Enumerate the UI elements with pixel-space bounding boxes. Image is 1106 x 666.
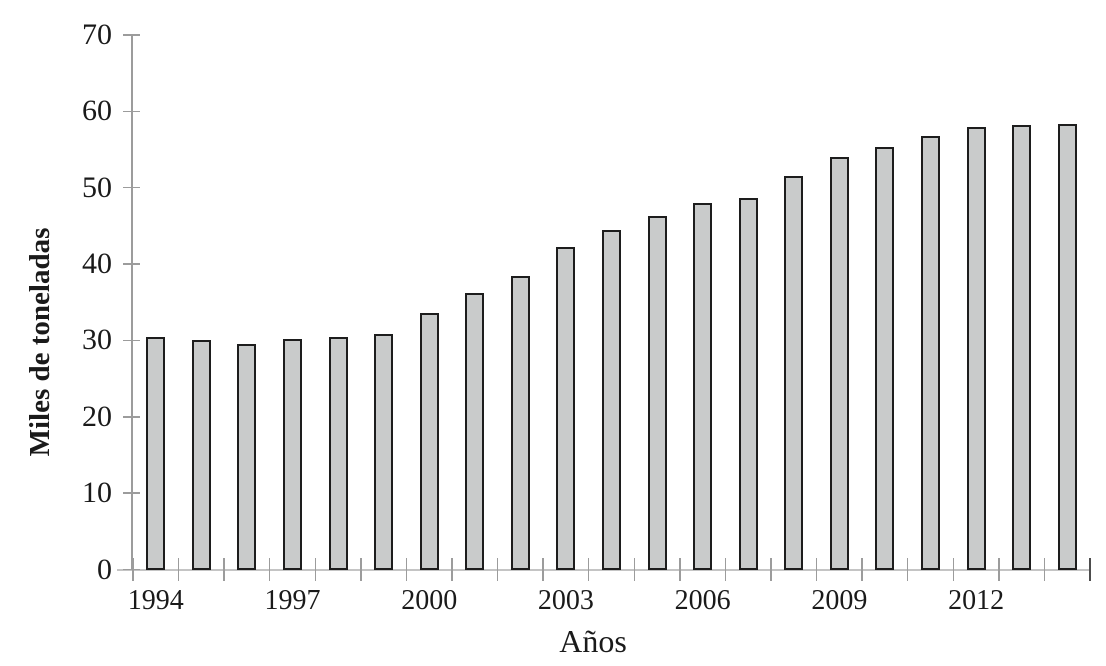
x-tick: [1089, 558, 1091, 581]
bar-1998: [328, 336, 348, 571]
x-tick: [268, 558, 271, 581]
x-tick: [633, 558, 636, 581]
y-tick: [122, 339, 140, 342]
bar-2001: [465, 293, 485, 571]
x-tick: [815, 558, 818, 581]
y-tick-label: 10: [82, 476, 112, 510]
y-tick-label: 40: [82, 247, 112, 281]
bar-2010: [875, 147, 895, 571]
x-tick: [998, 558, 1000, 581]
y-axis-line: [131, 35, 133, 571]
bar-2008: [784, 176, 804, 571]
bar-2003: [556, 246, 576, 571]
bar-1994: [146, 337, 166, 571]
x-tick-label: 2003: [537, 585, 594, 616]
y-tick-label: 60: [82, 94, 112, 128]
x-tick-label: 2012: [948, 585, 1005, 616]
bar-2000: [419, 312, 439, 571]
x-tick: [496, 558, 499, 581]
bar-2004: [602, 229, 621, 571]
y-tick-label: 30: [82, 323, 112, 357]
x-tick-label: 1997: [264, 585, 321, 616]
y-tick-label: 20: [82, 399, 112, 433]
y-tick-label: 50: [82, 170, 112, 204]
x-tick: [542, 558, 544, 581]
bar-1996: [237, 344, 257, 571]
bar-2007: [738, 197, 758, 571]
x-tick: [451, 558, 453, 581]
x-tick: [724, 558, 727, 581]
bar-1999: [374, 333, 394, 571]
bar-1997: [283, 338, 302, 571]
bar-2013: [1012, 125, 1032, 571]
x-tick: [906, 558, 909, 581]
x-tick: [1043, 558, 1046, 581]
x-tick: [314, 558, 317, 581]
y-tick: [122, 492, 140, 494]
y-tick: [122, 186, 140, 189]
y-tick: [122, 263, 140, 265]
bar-2006: [693, 202, 713, 571]
x-tick-label: 2006: [674, 585, 731, 616]
x-tick: [587, 558, 590, 581]
bar-2014: [1057, 123, 1077, 571]
x-tick: [861, 558, 863, 581]
x-tick: [132, 558, 134, 581]
y-tick: [122, 416, 140, 418]
bar-2012: [966, 126, 986, 571]
y-tick-label: 70: [82, 18, 112, 51]
bar-1995: [191, 340, 211, 571]
y-tick: [122, 110, 140, 113]
bar-2005: [647, 215, 667, 571]
x-tick-label: 2000: [401, 585, 458, 616]
x-tick: [405, 558, 408, 581]
x-tick: [223, 558, 225, 581]
x-tick: [952, 558, 955, 581]
x-tick: [177, 558, 180, 581]
y-tick: [122, 568, 140, 571]
bar-2002: [510, 276, 530, 571]
x-tick: [360, 558, 362, 581]
x-tick: [770, 558, 772, 581]
y-tick-label: 0: [97, 552, 112, 586]
x-tick: [679, 558, 681, 581]
bar-2011: [921, 135, 940, 571]
x-tick-label: 1994: [127, 585, 184, 616]
y-tick: [122, 34, 140, 36]
bar-2009: [829, 157, 849, 571]
x-tick-label: 2009: [811, 585, 868, 616]
x-axis-title: Años: [559, 623, 627, 659]
